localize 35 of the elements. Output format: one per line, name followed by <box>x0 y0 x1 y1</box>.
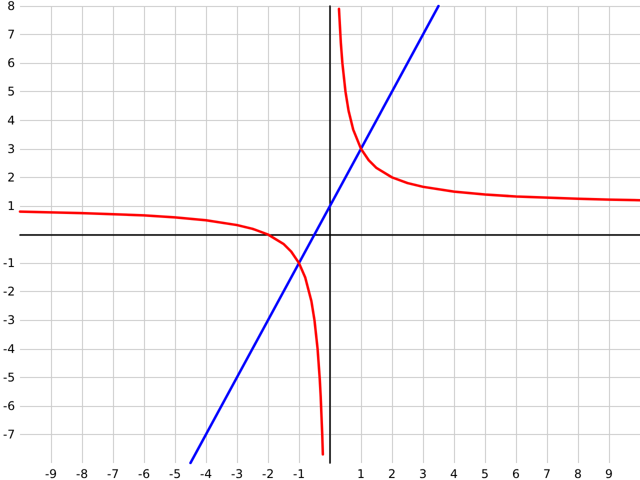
x-tick-label: -9 <box>44 467 57 480</box>
x-tick-label: 9 <box>605 467 613 480</box>
x-tick-label: -4 <box>200 467 212 480</box>
x-tick-label: -7 <box>106 467 119 480</box>
line-series <box>338 8 640 202</box>
y-tick-label: -7 <box>2 427 15 442</box>
x-tick-label: -8 <box>76 467 88 480</box>
y-tick-label: -6 <box>2 398 15 413</box>
y-tick-label: -2 <box>2 284 15 299</box>
x-tick-label: 2 <box>388 467 396 480</box>
x-tick-label: 8 <box>574 467 582 480</box>
y-tick-label: -3 <box>2 313 15 328</box>
y-tick-label: 8 <box>7 0 15 13</box>
x-tick-label: 1 <box>357 467 365 480</box>
x-tick-label: -6 <box>138 467 150 480</box>
x-tick-label: 4 <box>450 467 458 480</box>
y-tick-label: 1 <box>7 198 15 213</box>
y-tick-label: 7 <box>7 28 15 42</box>
y-tick-label: 5 <box>7 84 15 99</box>
x-tick-label: 3 <box>419 467 427 480</box>
x-tick-label: 6 <box>512 467 520 480</box>
y-tick-label: 3 <box>7 142 15 156</box>
y-tick-label: 6 <box>7 56 15 70</box>
x-tick-label: 7 <box>543 467 551 480</box>
y-tick-label: 2 <box>7 170 15 184</box>
y-tick-label: 4 <box>7 113 15 128</box>
y-tick-label: -4 <box>2 342 15 356</box>
x-tick-label: -5 <box>168 467 181 480</box>
x-tick-label: -1 <box>292 467 305 480</box>
x-tick-label: -2 <box>262 467 274 480</box>
y-tick-label: -5 <box>2 370 15 384</box>
x-tick-label: 5 <box>481 467 489 480</box>
y-tick-label: -1 <box>2 256 15 270</box>
x-tick-label: -3 <box>230 467 243 480</box>
line-series <box>18 210 324 456</box>
